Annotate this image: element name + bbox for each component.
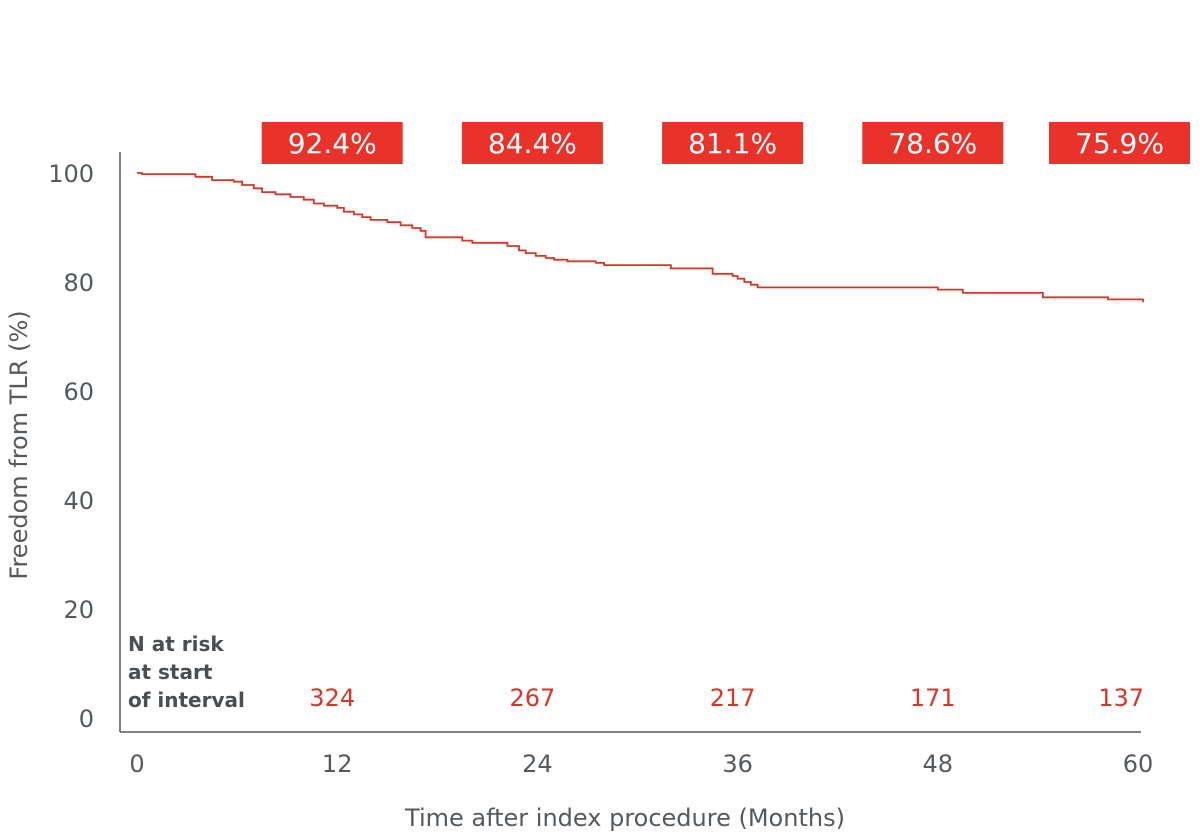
- survival-badge-label: 84.4%: [488, 127, 577, 160]
- x-axis-title: Time after index procedure (Months): [404, 804, 845, 832]
- at-risk-table: N at risk at start of interval 324 267 217 171…: [128, 632, 1144, 712]
- x-tick-label: 60: [1123, 750, 1154, 778]
- survival-badge-label: 81.1%: [688, 127, 777, 160]
- at-risk-value: 267: [509, 684, 555, 712]
- y-tick-label: 0: [79, 705, 94, 733]
- y-tick-label: 60: [63, 378, 94, 406]
- survival-badge: [662, 122, 804, 164]
- survival-badge: [1049, 122, 1190, 164]
- survival-badge-label: 75.9%: [1075, 127, 1164, 160]
- survival-badges: 92.4% 84.4% 81.1% 78.6% 75.9%: [261, 122, 1190, 164]
- x-tick-label: 24: [522, 750, 553, 778]
- at-risk-title-line: N at risk: [128, 632, 224, 656]
- x-tick-labels: 0 12 24 36 48 60: [129, 750, 1153, 778]
- at-risk-value: 171: [910, 684, 956, 712]
- y-tick-labels: 0 20 40 60 80 100: [48, 160, 94, 733]
- y-tick-label: 40: [63, 487, 94, 515]
- y-tick-label: 80: [63, 269, 94, 297]
- survival-badge-label: 92.4%: [288, 127, 377, 160]
- at-risk-value: 217: [710, 684, 756, 712]
- y-axis-title: Freedom from TLR (%): [5, 310, 33, 579]
- survival-badge: [461, 122, 603, 164]
- x-tick-label: 36: [722, 750, 753, 778]
- at-risk-title-line: at start: [128, 660, 213, 684]
- x-tick-label: 0: [129, 750, 144, 778]
- y-tick-label: 100: [48, 160, 94, 188]
- survival-badge-label: 78.6%: [888, 127, 977, 160]
- at-risk-title-line: of interval: [128, 688, 245, 712]
- x-tick-label: 48: [923, 750, 954, 778]
- survival-badge: [261, 122, 403, 164]
- at-risk-value: 324: [309, 684, 355, 712]
- at-risk-value: 137: [1098, 684, 1144, 712]
- survival-badge: [862, 122, 1004, 164]
- survival-curve: [137, 172, 1144, 303]
- x-tick-label: 12: [322, 750, 353, 778]
- y-tick-label: 20: [63, 596, 94, 624]
